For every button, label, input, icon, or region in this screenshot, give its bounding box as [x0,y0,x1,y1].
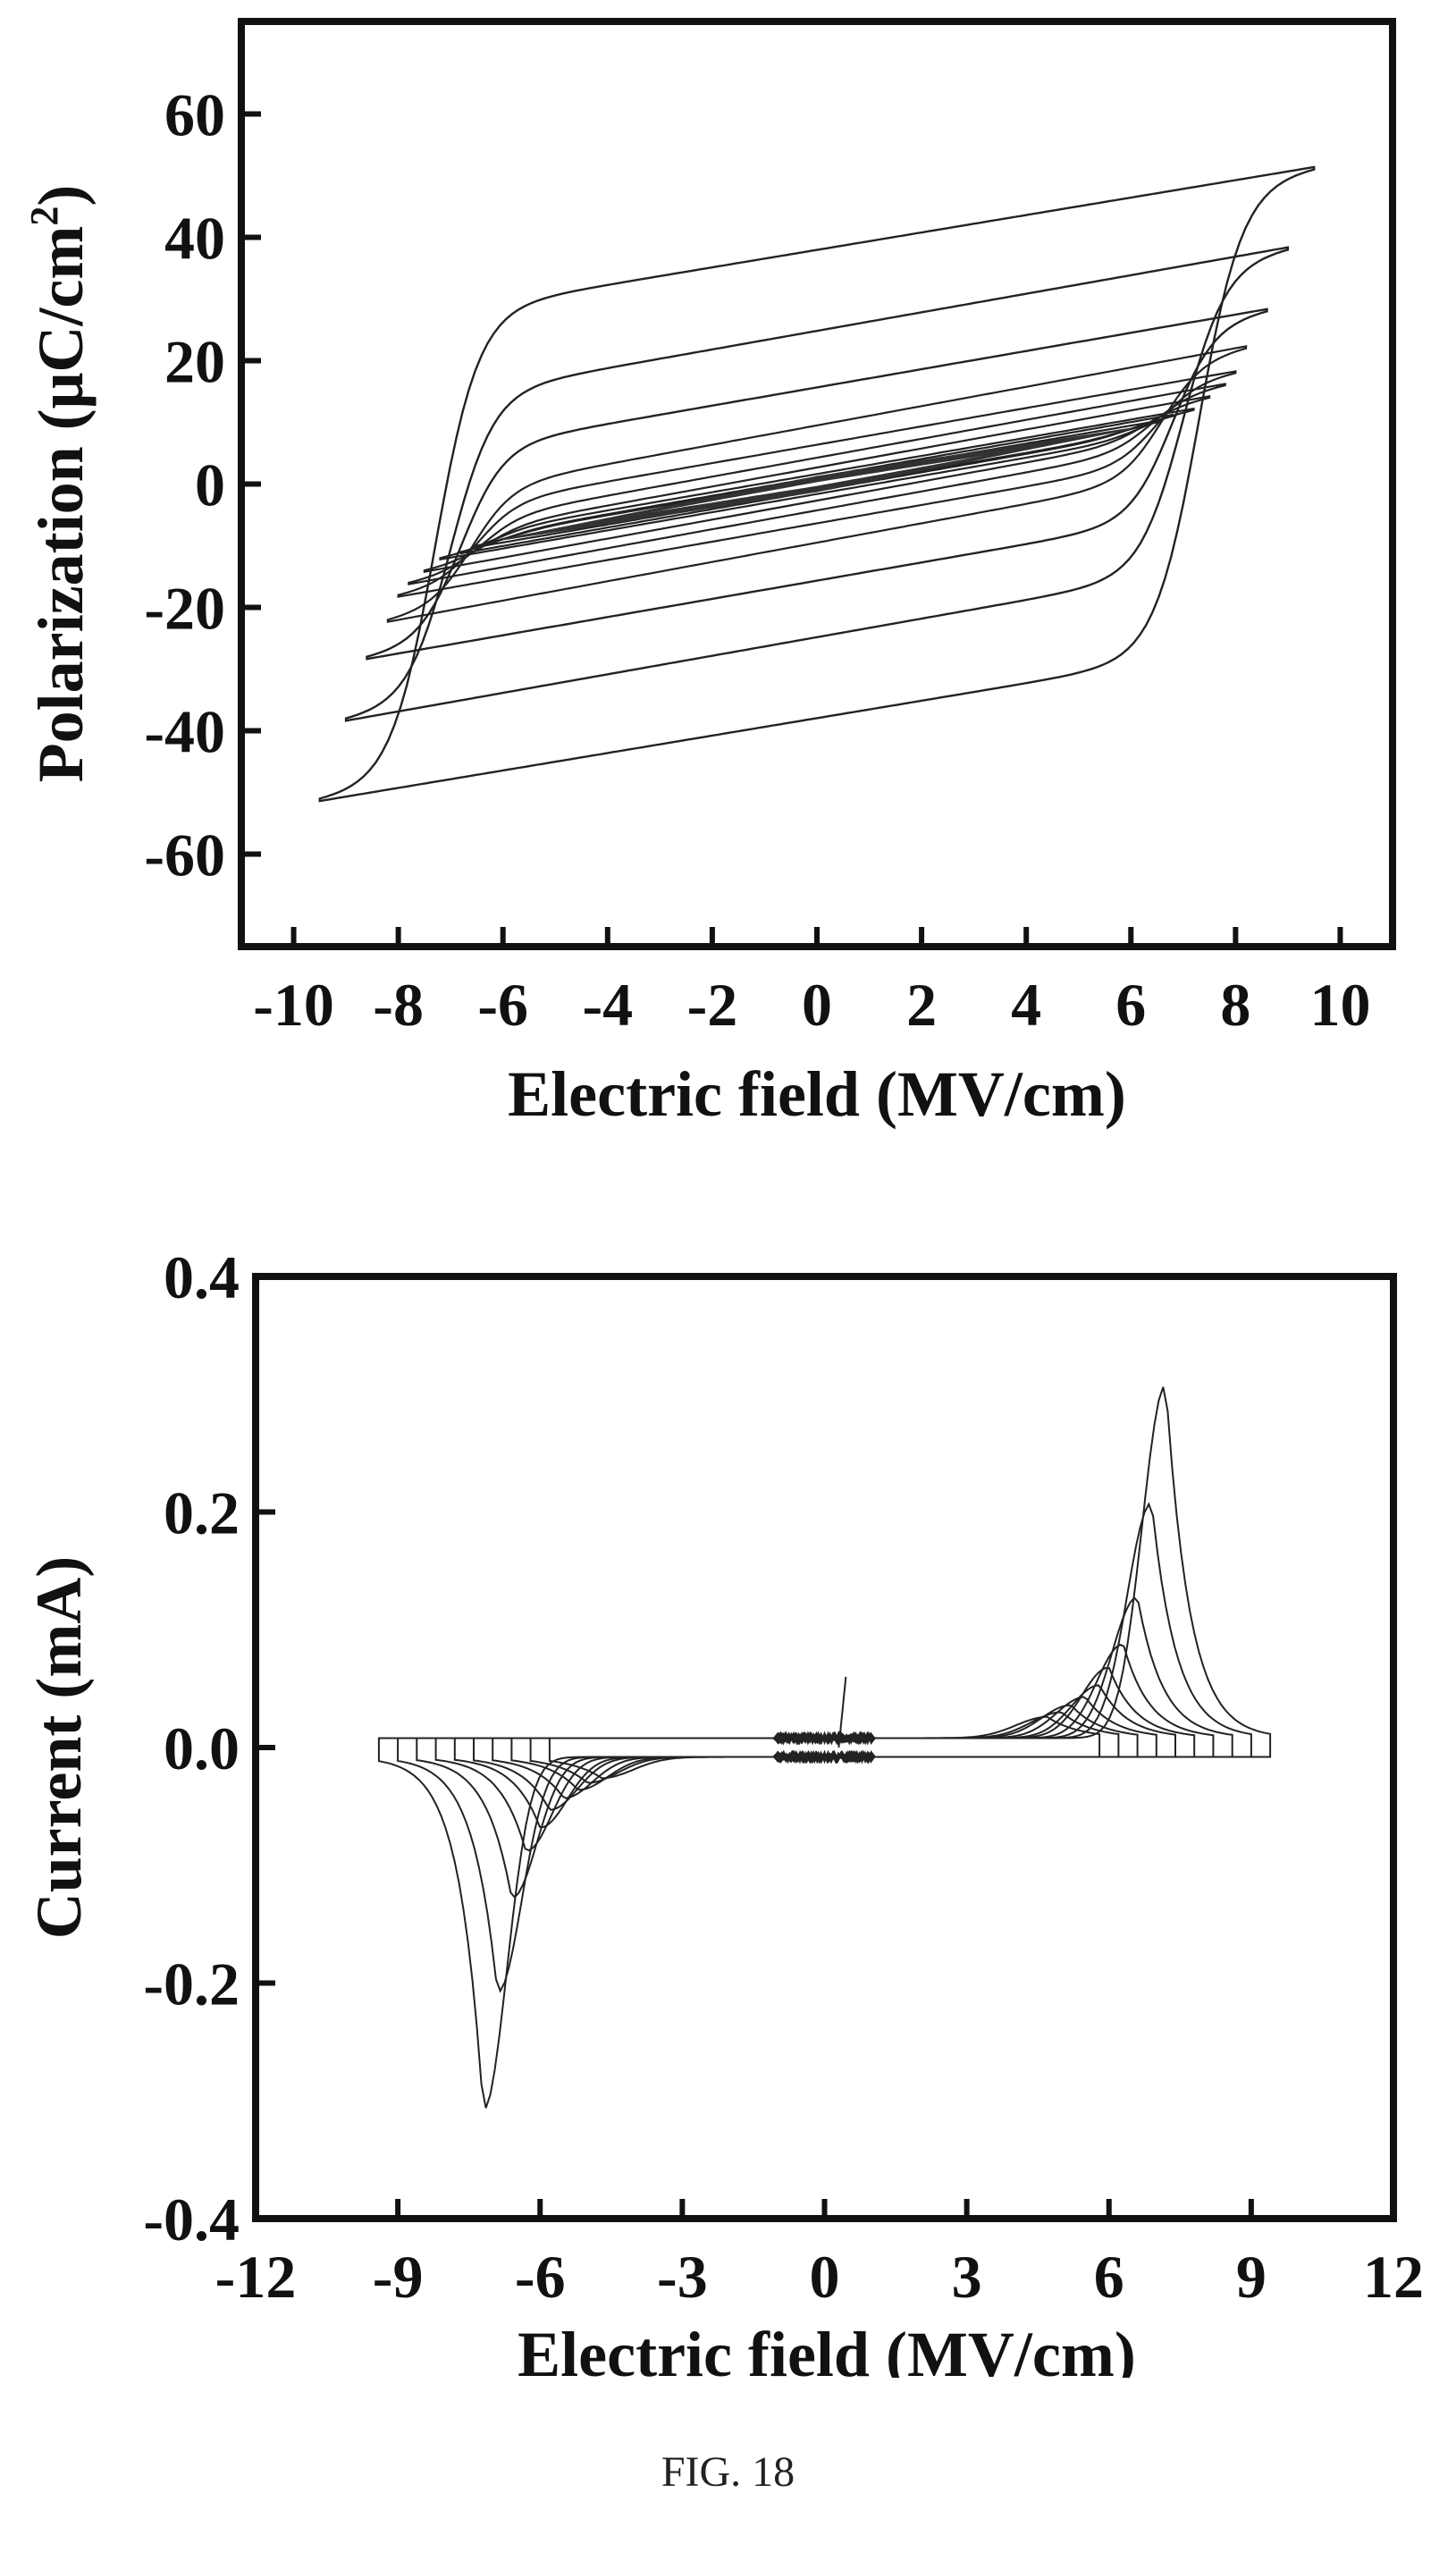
pe-x-tick-label: -8 [373,971,424,1039]
pe-loop-5 [397,370,1237,598]
pe-x-tick-label: 10 [1309,971,1370,1039]
figure-caption: FIG. 18 [661,2448,795,2496]
ie-origin-mark [837,1676,847,1748]
ie-plot-frame [252,1273,1397,2222]
ie-y-axis-label: Current (mA) [23,1556,95,1940]
pe-x-axis-label: Electric field (MV/cm) [508,1058,1126,1130]
ie-y-tick-label: 0.0 [164,1714,240,1782]
pe-x-tick-label: 8 [1220,971,1250,1039]
pe-loop-4 [386,345,1248,623]
ie-loop-9 [529,1711,1120,1784]
ie-y-tick-label: -0.2 [143,1950,240,2018]
ie-current-loops [377,1386,1272,2109]
pe-x-tick-label: -10 [253,971,334,1039]
pe-x-tick-label: 2 [906,971,937,1039]
pe-y-tick-label: -60 [144,821,225,889]
ie-ticks [253,1274,1396,2221]
pe-x-tick-label: -2 [687,971,738,1039]
pe-y-axis-label: Polarization (μC/cm2) [22,185,97,783]
pe-x-tick-label: -4 [582,971,633,1039]
pe-small-loop [584,443,1050,525]
pe-loop-6 [408,383,1226,585]
ie-x-tick-label: -12 [215,2243,297,2311]
pe-y-tick-label: -40 [144,698,225,766]
ie-x-tick-label: 12 [1363,2243,1424,2311]
ie-loop-10 [548,1715,1101,1780]
pe-y-tick-label: 20 [164,328,225,396]
pe-plot-frame [238,18,1396,950]
ie-loop-2 [397,1502,1252,1993]
pe-y-tick-label: 40 [164,205,225,273]
ie-x-tick-label: 3 [952,2243,982,2311]
ie-y-tick-label: 0.4 [164,1243,240,1311]
pe-loop-9 [459,413,1174,555]
ie-x-tick-label: 9 [1236,2243,1267,2311]
ie-x-tick-label: -3 [657,2243,708,2311]
pe-x-tick-label: 0 [802,971,832,1039]
ie-y-tick-label: 0.2 [164,1479,240,1547]
pe-x-tick-label: -6 [477,971,528,1039]
ie-loop-3 [416,1596,1233,1899]
pe-loop-1 [318,165,1316,803]
ie-x-tick-label: -6 [515,2243,566,2311]
ie-tick-labels: -12 -9 -6 -3 0 3 6 9 12 -0.4 -0.2 0.0 0.2 0.4 [143,1243,1424,2311]
ie-x-axis-label: Electric field (MV/cm) [518,2319,1136,2378]
ie-x-tick-label: 6 [1094,2243,1124,2311]
pe-y-tick-label: 0 [195,451,225,519]
ie-x-tick-label: 0 [810,2243,840,2311]
pe-loop-3 [366,307,1268,661]
pe-loop-8 [439,407,1195,561]
ie-y-tick-label: -0.4 [143,2186,240,2253]
ie-loop-1 [377,1386,1272,2109]
pe-y-tick-label: 60 [164,81,225,149]
ie-loop-6 [473,1684,1176,1811]
pe-ticks [241,111,1343,947]
ie-x-tick-label: -9 [373,2243,424,2311]
current-chart: -12 -9 -6 -3 0 3 6 9 12 -0.4 -0.2 0.0 0.2 0.4 Electri… [23,1243,1424,2378]
pe-x-tick-label: 6 [1115,971,1146,1039]
pe-loop-2 [344,246,1290,722]
pe-x-tick-label: 4 [1011,971,1041,1039]
pe-hysteresis-loops [318,165,1316,803]
ie-loop-5 [453,1666,1196,1829]
pe-y-tick-label: -20 [144,575,225,643]
pe-loop-7 [423,394,1211,574]
